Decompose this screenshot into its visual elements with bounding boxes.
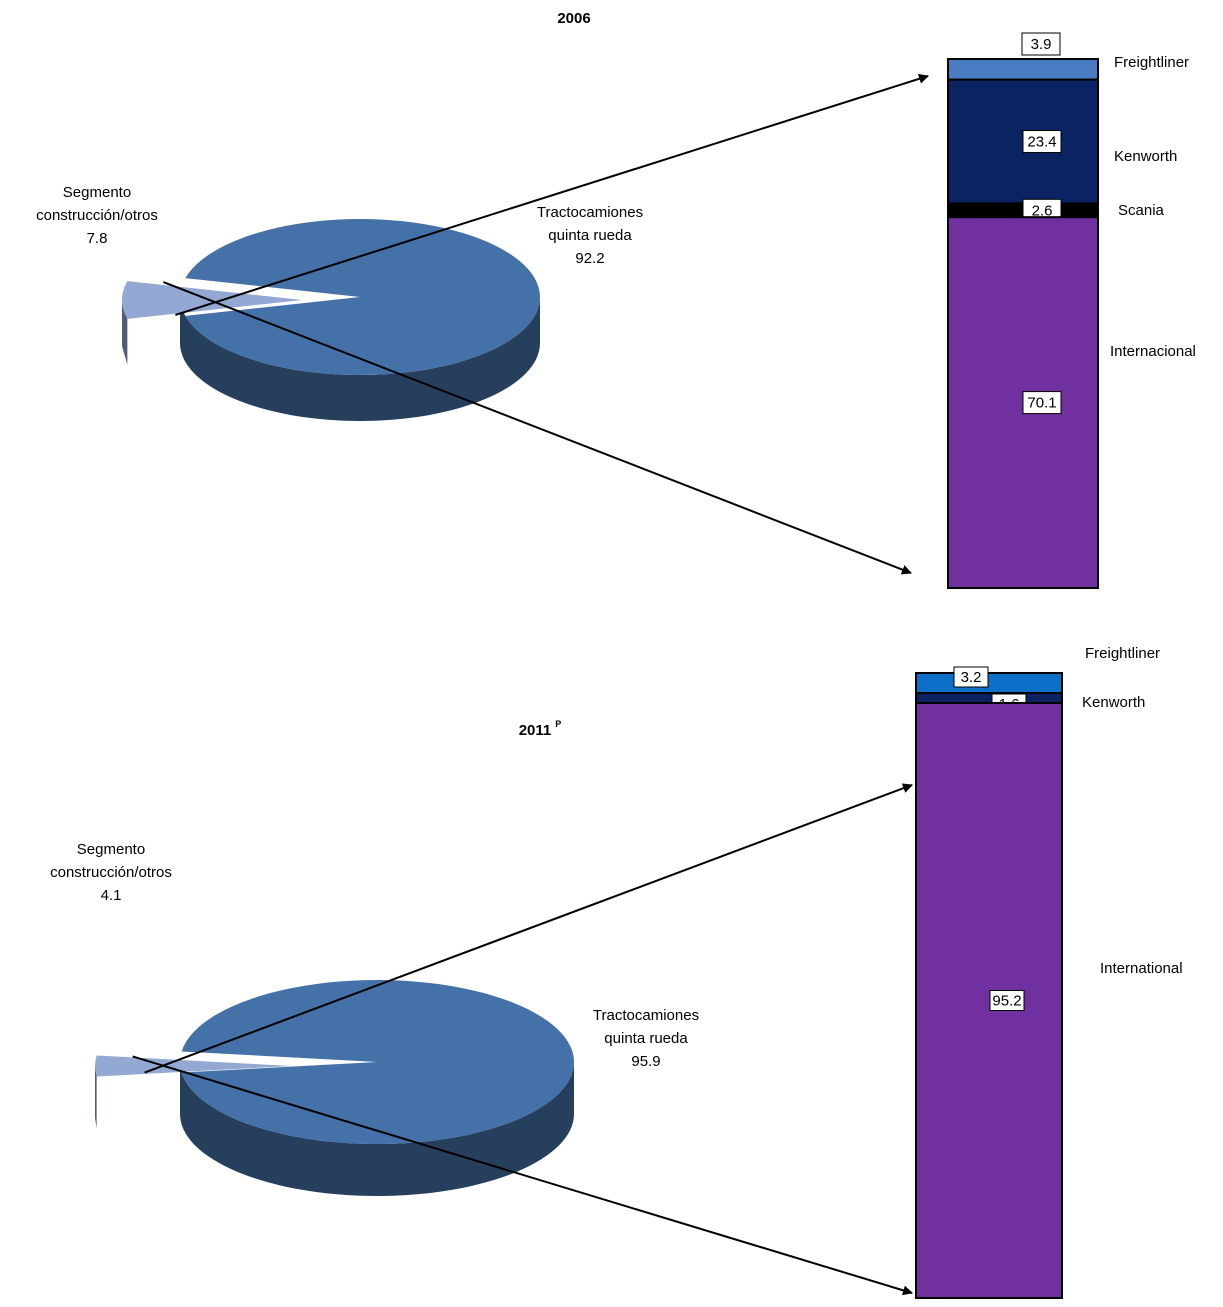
pie-slice-main-top	[185, 219, 541, 376]
breakdown-bar: 3.9 Freightliner 23.4 Kenworth 2.6 Scania 70.1…	[947, 32, 1196, 590]
chart-2006: 2006 Tractocamiones quinta rueda 92.2 Segmen…	[36, 10, 1196, 590]
chart-title-text: 2006	[557, 10, 590, 27]
bar-segment-name: Freightliner	[1085, 645, 1160, 662]
bar-segment-name: Kenworth	[1082, 694, 1145, 711]
pie-label-main: Tractocamiones quinta rueda 95.9	[593, 1007, 699, 1070]
pie-label-main-line: Tractocamiones	[537, 204, 643, 221]
pie-slice-main-side	[180, 297, 540, 421]
connector-arrow-bottom	[132, 1055, 913, 1296]
bar-segment-kenworth	[915, 692, 1063, 704]
bar-value-box	[1022, 391, 1062, 415]
pie-label-small-line: construcción/otros	[50, 864, 172, 881]
bar-value-label: 70.1	[1027, 395, 1056, 412]
bar-value-label: 23.4	[1027, 134, 1056, 151]
pie-slice-main-top	[181, 980, 575, 1145]
breakdown-bar: 3.2Freightliner1.6Kenworth95.2Internatio…	[915, 645, 1183, 1299]
pie-label-main-line: Tractocamiones	[593, 1007, 699, 1024]
bar-segment-freightliner	[947, 58, 1099, 81]
bar-value-box	[989, 990, 1025, 1011]
bar-segment-name: Scania	[1118, 202, 1165, 219]
pie-slice-main-side	[180, 1062, 574, 1196]
chart-2011: 2011 P Tractocamiones quinta rueda 95.9 Segme…	[50, 645, 1183, 1299]
bar-segment-international	[915, 702, 1063, 1299]
bar-value-label: 3.9	[1031, 36, 1052, 53]
bar-segment-name: Freightliner	[1114, 54, 1189, 71]
pie-label-main-line: quinta rueda	[604, 1030, 688, 1047]
connector-arrow-top	[144, 783, 913, 1074]
bar-value-box	[1021, 32, 1061, 56]
bar-segment-name: Kenworth	[1114, 148, 1177, 165]
pie-slice-small-side	[95, 1066, 97, 1129]
bar-segment-name: Internacional	[1110, 343, 1196, 360]
pie-label-main-value: 95.9	[631, 1053, 660, 1070]
chart-title-text: 2011	[519, 722, 552, 739]
pie-slice-main	[180, 219, 541, 421]
bar-segment-name: International	[1100, 960, 1183, 977]
bar-value-label: 95.2	[992, 993, 1021, 1010]
bar-value-box	[953, 666, 989, 688]
bar-value-box	[1022, 130, 1062, 154]
bar-segment-freightliner	[915, 672, 1063, 694]
bar-value-label: 3.2	[961, 669, 982, 686]
pie-label-main: Tractocamiones quinta rueda 92.2	[537, 204, 643, 267]
chart-title-superscript: P	[555, 719, 561, 729]
pie-label-small-value: 4.1	[101, 887, 122, 904]
connector-arrow-bottom	[163, 281, 912, 575]
bar-value-label: 2.6	[1032, 202, 1053, 219]
pie-label-small-line: Segmento	[77, 841, 145, 858]
pie-label-small-line: construcción/otros	[36, 207, 158, 224]
pie-label-small: Segmento construcción/otros 7.8	[36, 184, 158, 247]
chart-title: 2006	[557, 10, 590, 27]
pie-label-main-line: quinta rueda	[548, 227, 632, 244]
chart-title: 2011 P	[519, 719, 562, 739]
connector-arrow-top	[175, 73, 929, 316]
pie-label-main-value: 92.2	[575, 250, 604, 267]
pie-label-small: Segmento construcción/otros 4.1	[50, 841, 172, 904]
pie-label-small-value: 7.8	[87, 230, 108, 247]
pie-label-small-line: Segmento	[63, 184, 131, 201]
